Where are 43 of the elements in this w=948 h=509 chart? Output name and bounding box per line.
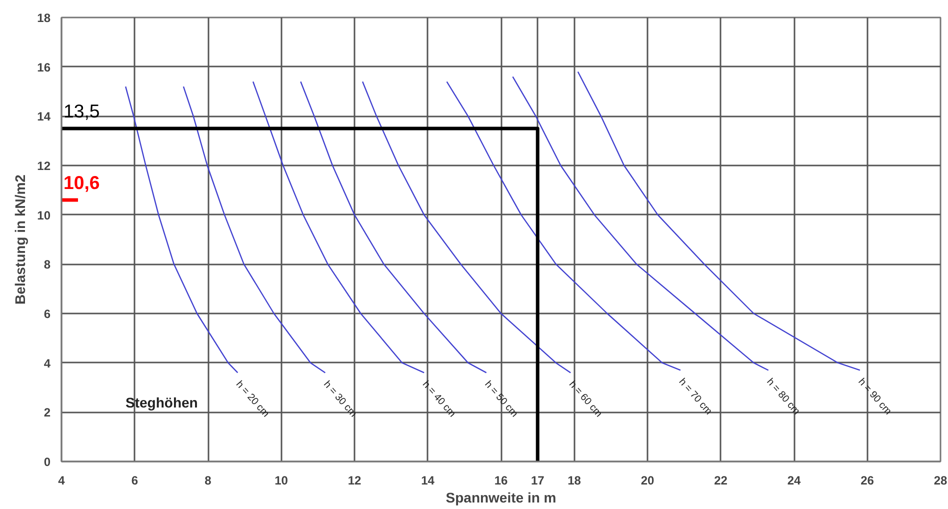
line-series <box>124 86 238 374</box>
y-tick-label: 4 <box>44 356 51 370</box>
y-tick-label: 6 <box>44 307 51 321</box>
line-series <box>300 81 487 374</box>
data-label: 10,6 <box>64 172 100 194</box>
x-tick-label: 28 <box>934 474 948 488</box>
x-tick-label: 22 <box>714 474 728 488</box>
x-axis-title: Spannweite in m <box>446 490 556 506</box>
y-tick-label: 2 <box>44 406 51 420</box>
x-tick-label: 20 <box>640 474 654 488</box>
y-tick-label: 8 <box>44 258 51 272</box>
line-series <box>577 71 861 371</box>
line-series <box>362 81 572 374</box>
y-tick-label: 12 <box>37 159 51 173</box>
text: h = 40 cm <box>420 379 458 420</box>
text: h = 90 cm <box>856 376 894 418</box>
x-tick-label: 18 <box>568 474 582 488</box>
y-tick-label: 16 <box>37 60 51 74</box>
x-tick-label: 26 <box>860 474 874 488</box>
line-series <box>252 81 425 374</box>
x-tick-label: 8 <box>204 474 212 488</box>
x-tick-label: 6 <box>131 474 138 488</box>
text: h = 30 cm <box>321 379 359 420</box>
y-axis-title: Belastung in kN/m2 <box>12 174 28 304</box>
x-tick-label: 17 <box>530 474 545 488</box>
text: h = 50 cm <box>482 379 520 420</box>
line-series <box>182 86 326 374</box>
text: h = 80 cm <box>764 376 802 418</box>
x-tick-label: 10 <box>274 474 288 488</box>
text: h = 60 cm <box>566 379 604 420</box>
x-tick-label: 14 <box>421 474 435 488</box>
y-tick-label: 18 <box>37 11 51 25</box>
x-tick-label: 12 <box>348 474 362 488</box>
x-tick-label: 24 <box>787 474 801 488</box>
line-series <box>446 81 682 371</box>
y-tick-label: 0 <box>44 455 51 469</box>
text: h = 70 cm <box>676 376 714 418</box>
y-tick-label: 10 <box>37 208 51 222</box>
line-series <box>512 76 769 371</box>
x-tick-label: 4 <box>58 474 66 488</box>
y-tick-label: 14 <box>37 110 51 124</box>
x-tick-label: 16 <box>494 474 508 488</box>
text: h = 20 cm <box>234 379 271 420</box>
